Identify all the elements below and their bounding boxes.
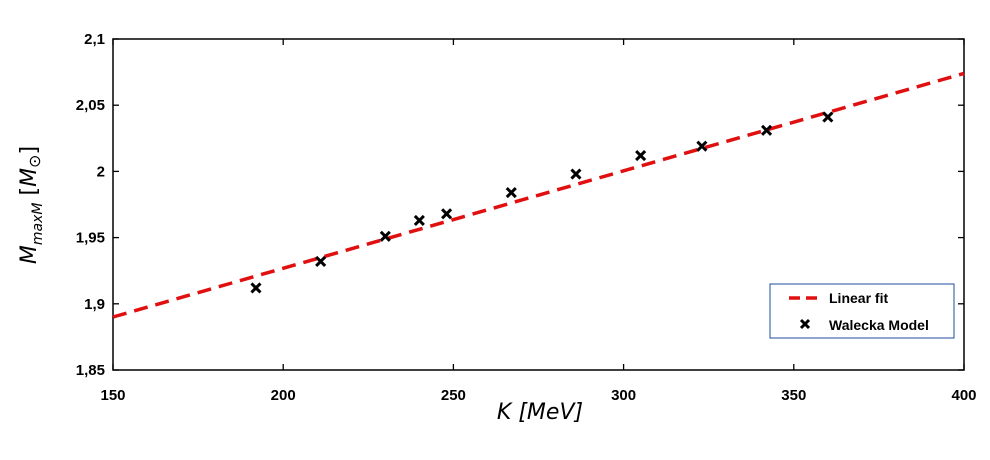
x-tick-label: 200 [271, 387, 296, 404]
y-axis-ticks: 1,85 1,9 1,95 2 2,05 2,1 [76, 31, 964, 379]
data-point [570, 168, 582, 180]
points-layer [250, 111, 834, 294]
y-tick-label: 1,85 [76, 362, 105, 379]
x-tick-label: 350 [781, 387, 806, 404]
data-point [696, 140, 708, 152]
data-point [761, 124, 773, 136]
x-tick-label: 400 [951, 387, 976, 404]
y-tick-label: 1,9 [84, 296, 105, 313]
x-axis-ticks: 150 200 250 300 350 400 [100, 39, 977, 404]
data-point [379, 230, 391, 242]
data-point [315, 255, 327, 267]
data-point [505, 187, 517, 199]
x-tick-label: 300 [611, 387, 636, 404]
y-tick-label: 2 [97, 163, 105, 180]
y-axis-title: MmaxM [M⊙] [17, 146, 46, 264]
x-tick-label: 150 [100, 387, 125, 404]
data-point [635, 149, 647, 162]
legend-fit-label: Linear fit [829, 290, 888, 306]
data-point [822, 111, 834, 123]
legend-walecka-label: Walecka Model [829, 317, 929, 333]
y-tick-label: 2,05 [76, 97, 105, 114]
legend: Linear fit Walecka Model [769, 283, 955, 339]
legend-walecka-marker [799, 318, 811, 330]
legend-box [769, 283, 955, 339]
y-tick-label: 2,1 [84, 31, 105, 48]
fit-line-layer [112, 71, 965, 319]
linear-fit-line [112, 71, 965, 319]
data-point [250, 282, 262, 294]
data-point [413, 214, 425, 226]
x-tick-label: 250 [441, 387, 466, 404]
svg-text:MmaxM [M⊙]: MmaxM [M⊙] [17, 146, 46, 264]
data-point [441, 208, 453, 220]
y-tick-label: 1,95 [76, 230, 105, 247]
x-axis-title: K [MeV] [497, 400, 583, 425]
